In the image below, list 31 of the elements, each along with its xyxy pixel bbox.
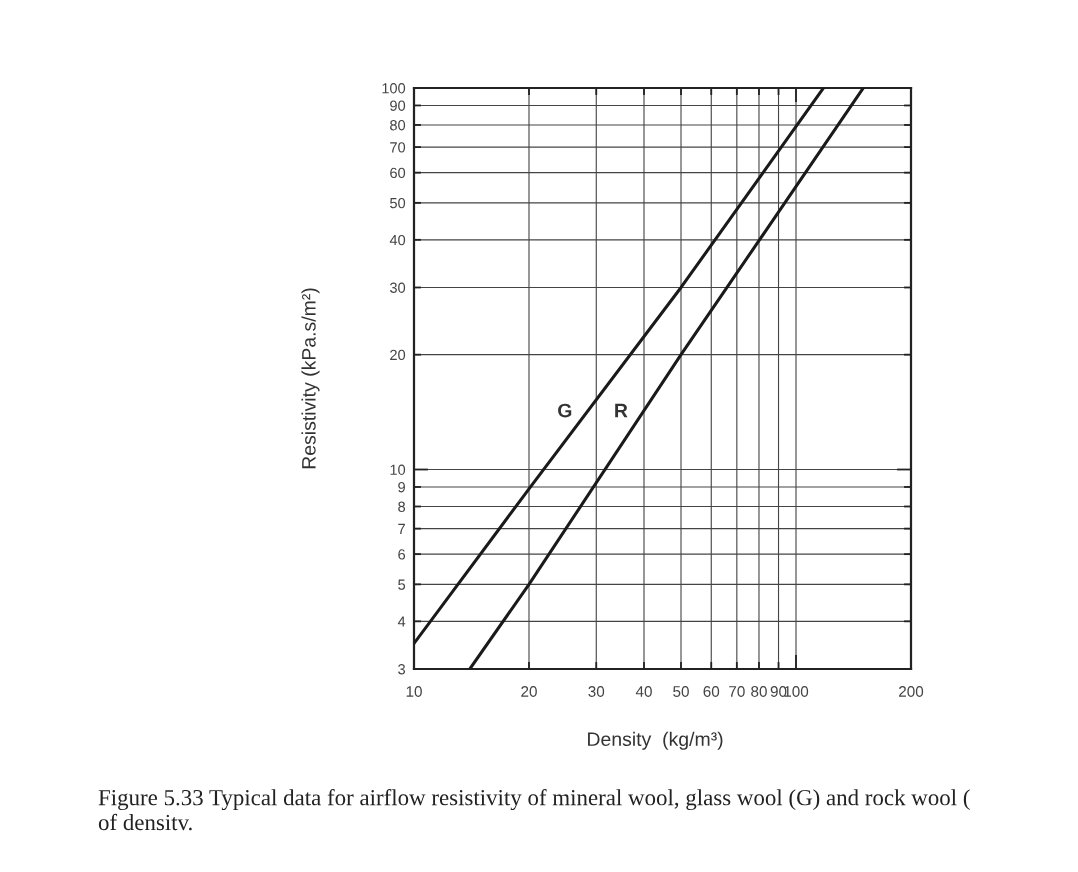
y-tick-label: 70 bbox=[390, 142, 406, 153]
y-tick-label: 8 bbox=[398, 501, 406, 512]
y-tick-label: 7 bbox=[398, 523, 405, 534]
x-axis-title: Density (kg/m³) bbox=[588, 731, 723, 750]
y-tick-label: 20 bbox=[390, 349, 406, 361]
y-tick-label: 100 bbox=[382, 83, 406, 94]
y-tick-label: 6 bbox=[398, 549, 406, 560]
x-tick-label: 10 bbox=[406, 686, 422, 697]
y-tick-label: 5 bbox=[398, 579, 406, 590]
y-tick-label: 30 bbox=[390, 282, 406, 293]
y-tick-label: 80 bbox=[390, 120, 406, 131]
y-tick-label: 10 bbox=[390, 464, 406, 475]
y-tick-label: 9 bbox=[398, 482, 405, 493]
y-axis-title: Resistivity (kPa.s/m²) bbox=[301, 288, 320, 469]
series-label: R bbox=[615, 403, 628, 418]
x-tick-label: 40 bbox=[635, 686, 652, 697]
x-tick-label: 80 bbox=[751, 686, 767, 697]
y-tick-label: 60 bbox=[390, 167, 406, 179]
y-tick-label: 4 bbox=[397, 616, 406, 627]
x-tick-label: 50 bbox=[673, 686, 689, 697]
y-tick-label: 3 bbox=[398, 664, 406, 675]
series-label: G bbox=[558, 403, 572, 418]
y-tick-label: 50 bbox=[390, 197, 406, 209]
x-tick-label: 70 bbox=[729, 686, 745, 697]
y-tick-label: 90 bbox=[390, 100, 406, 111]
x-tick-label: 30 bbox=[588, 686, 605, 697]
x-tick-label: 60 bbox=[703, 686, 720, 697]
x-tick-label: 20 bbox=[521, 686, 537, 697]
caption: Figure 5.33 Typical data for airflow resistivity of mineral wool, glass wool (G) and rock wool ( of densitv. bbox=[98, 789, 970, 831]
x-tick-label: 200 bbox=[899, 686, 924, 697]
y-tick-label: 40 bbox=[389, 234, 406, 246]
